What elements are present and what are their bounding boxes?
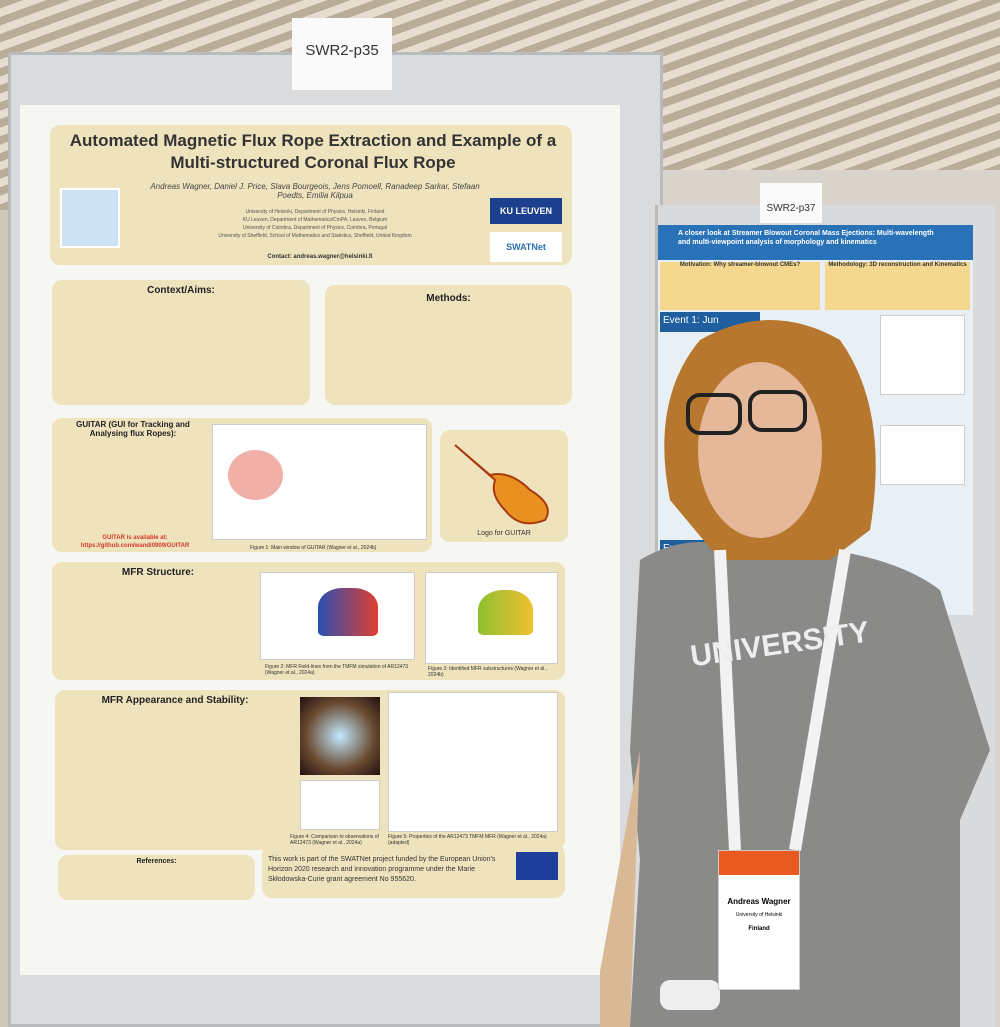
funding: This work is part of the SWATNet project…	[268, 856, 496, 883]
figure-shape	[318, 588, 378, 636]
caption: Figure 5: Properties of the AR12473 TMFM…	[388, 834, 547, 846]
authors: Andreas Wagner, Daniel J. Price, Slava B…	[150, 182, 480, 200]
section-heading: GUITAR (GUI for Tracking and Analysing f…	[76, 420, 190, 438]
logo: KU LEUVEN	[490, 198, 562, 224]
figure	[880, 425, 965, 485]
poster-title: Automated Magnetic Flux Rope Extraction …	[69, 131, 557, 172]
badge-name: Andreas Wagner	[727, 897, 791, 906]
section-heading: MFR Appearance and Stability:	[101, 695, 249, 706]
badge-header	[719, 851, 799, 875]
poster-title: A closer look at Streamer Blowout Corona…	[658, 225, 973, 260]
link-label: GUITAR is available at:	[102, 535, 168, 541]
badge-country: Finland	[748, 926, 770, 932]
section-heading: Context/Aims:	[147, 285, 215, 296]
badge: Andreas Wagner University of Helsinki Fi…	[718, 850, 800, 990]
figure	[388, 692, 558, 832]
affiliation: University of Coimbra, Department of Phy…	[243, 225, 387, 231]
caption: Figure 2: MFR Field-lines from the TMFM …	[265, 664, 409, 676]
guitar-logo	[454, 444, 549, 525]
figure	[260, 572, 415, 660]
guitar-shape	[454, 444, 549, 525]
badge-affiliation: University of Helsinki	[735, 912, 783, 918]
watch	[660, 980, 720, 1010]
affiliation: University of Helsinki, Department of Ph…	[245, 209, 385, 215]
title-box	[50, 125, 572, 265]
caption: Figure 1: Main window of GUITAR (Wagner …	[250, 545, 377, 551]
affiliation: University of Sheffield, School of Mathe…	[218, 233, 412, 239]
affiliation: KU Leuven, Department of Mathematics/CmP…	[242, 217, 388, 223]
logo-image	[60, 188, 120, 248]
lanyard	[714, 549, 851, 851]
section-box	[58, 855, 255, 900]
contact: Contact: andreas.wagner@helsinki.fi	[267, 254, 373, 260]
figure	[425, 572, 558, 664]
glasses	[686, 393, 742, 435]
poster-tag: SWR2-p35	[292, 18, 392, 90]
section-box	[262, 845, 565, 898]
figure-shape	[478, 590, 533, 635]
figure	[300, 780, 380, 830]
poster-tag: SWR2-p37	[760, 183, 822, 223]
section: Methodology: 3D reconstruction and Kinem…	[825, 262, 970, 310]
arm	[600, 750, 640, 1027]
section: Motivation: Why streamer-blowout CMEs?	[660, 262, 820, 310]
eu-flag	[516, 852, 558, 880]
section-box	[325, 285, 572, 405]
caption: Logo for GUITAR	[477, 530, 531, 537]
affiliations: University of Helsinki, Department of Ph…	[150, 208, 480, 240]
link: https://github.com/wandi0909/GUITAR	[80, 543, 190, 549]
logo: SWATNet	[490, 232, 562, 262]
person	[600, 320, 990, 1027]
figure	[300, 697, 380, 775]
section-heading: MFR Structure:	[121, 567, 195, 578]
section-heading: Methods:	[426, 293, 471, 304]
glasses	[748, 390, 807, 432]
figure-shape	[228, 450, 283, 500]
face	[698, 362, 822, 538]
section-box	[52, 280, 310, 405]
caption: Figure 3: Identified MFR substructures (…	[428, 666, 548, 678]
figure	[880, 315, 965, 395]
section-heading: References:	[136, 858, 177, 865]
